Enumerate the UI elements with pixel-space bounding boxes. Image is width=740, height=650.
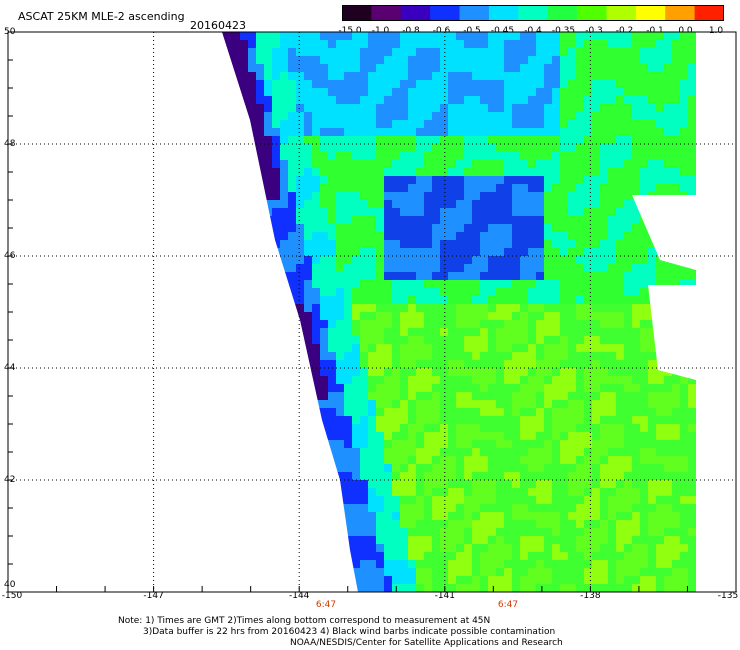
colorbar-segment [459,5,490,21]
colorbar-segment [547,5,578,21]
time-label: 6:47 [315,600,337,610]
data-gap [632,195,696,270]
longitude-label: -138 [580,591,601,601]
colorbar-segment [665,5,696,21]
time-label: 6:47 [497,600,519,610]
latitude-label: 42 [4,475,16,485]
axis-ticks [7,31,737,593]
note-line-1: Note: 1) Times are GMT 2)Times along bot… [118,616,491,626]
colorbar-label: -0.35 [551,26,576,36]
colorbar-segment [430,5,461,21]
colorbar-label: -0.4 [524,26,542,36]
latitude-label: 44 [4,363,16,373]
longitude-label: -150 [1,591,23,601]
note-line-2: 3)Data buffer is 22 hrs from 20160423 4)… [143,627,556,637]
gridlines [8,32,736,592]
colorbar [342,5,724,21]
colorbar-segment [488,5,519,21]
colorbar-label: 1.0 [708,26,724,36]
colorbar-label: -0.6 [432,26,451,36]
note-line-3: NOAA/NESDIS/Center for Satellite Applica… [290,638,563,648]
latitude-label: 46 [4,251,16,261]
longitude-label: -144 [288,591,310,601]
latitude-label: 40 [4,580,16,590]
colorbar-segment [577,5,607,21]
colorbar-segment [400,5,431,21]
colorbar-label: -0.5 [463,26,481,36]
swath-map [7,31,737,593]
colorbar-label: -0.1 [646,26,664,36]
map-date: 20160423 [190,19,246,32]
longitude-label: -141 [434,591,456,601]
colorbar-label: 0.0 [678,26,693,36]
colorbar-segment [606,5,637,21]
colorbar-label: -0.45 [490,26,515,36]
colorbar-label: -15.0 [338,26,362,36]
longitude-label: -135 [717,591,739,601]
colorbar-segment [694,5,724,21]
latitude-label: 50 [4,27,16,37]
latitude-label: 48 [4,139,16,149]
swath-cells [222,32,696,592]
colorbar-label: -0.8 [402,26,420,36]
colorbar-label: -0.2 [615,26,634,36]
colorbar-segment [635,5,666,21]
colorbar-segment [342,5,372,21]
longitude-label: -147 [143,591,164,601]
colorbar-segment [371,5,402,21]
colorbar-segment [518,5,549,21]
colorbar-label: -0.3 [585,26,603,36]
map-title: ASCAT 25KM MLE-2 ascending [18,10,185,23]
colorbar-label: -1.0 [371,26,390,36]
data-gap [648,285,696,380]
colorbar-outline [342,5,724,21]
